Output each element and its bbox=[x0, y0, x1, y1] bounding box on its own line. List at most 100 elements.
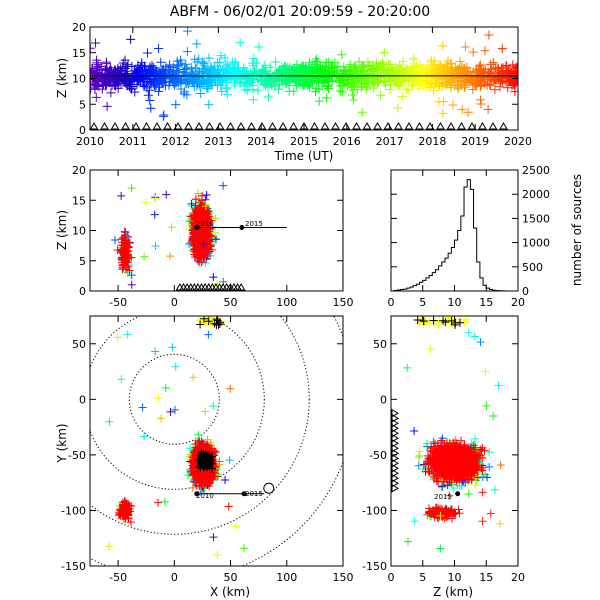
time-height-source bbox=[230, 58, 240, 68]
ground-station-triangle bbox=[236, 283, 246, 291]
time-height-source bbox=[439, 79, 449, 89]
ground-station-triangle bbox=[331, 122, 340, 130]
time-height-source bbox=[508, 60, 518, 70]
time-height-axes: 2010 2011 2012 2013 2014 2015 2016 2017 2018 2019… bbox=[72, 21, 532, 148]
plan-source bbox=[199, 455, 208, 464]
ground-station-triangle bbox=[425, 122, 435, 130]
time-height-ylabel: Z (km) bbox=[55, 58, 69, 98]
range-ring bbox=[128, 353, 220, 445]
time-height-source bbox=[91, 58, 101, 68]
time-height-source bbox=[222, 89, 232, 99]
time-height-source bbox=[179, 89, 189, 99]
x-tick-label: 2010 bbox=[76, 135, 104, 148]
time-height-source bbox=[426, 62, 436, 72]
time-height-source bbox=[157, 65, 167, 75]
xz-marker-dot bbox=[194, 224, 200, 230]
time-height-source bbox=[117, 66, 127, 76]
time-height-source bbox=[246, 75, 256, 85]
histogram-bar bbox=[445, 258, 448, 291]
time-height-source bbox=[154, 43, 164, 53]
xz-source bbox=[122, 254, 131, 263]
time-height-source bbox=[220, 66, 230, 76]
xz-source bbox=[211, 228, 220, 237]
plan-source bbox=[201, 478, 210, 487]
y-tick-label: 2000 bbox=[522, 188, 550, 201]
time-height-source bbox=[181, 59, 191, 69]
ground-station-triangle bbox=[215, 122, 225, 130]
time-height-source bbox=[449, 69, 459, 79]
xz-source bbox=[127, 280, 136, 289]
time-height-source bbox=[398, 66, 408, 76]
y-tick-label: 1000 bbox=[522, 237, 550, 250]
time-height-source bbox=[368, 83, 378, 93]
time-height-source bbox=[91, 92, 101, 102]
time-height-source bbox=[211, 67, 221, 77]
time-height-source bbox=[488, 75, 498, 85]
time-height-source bbox=[460, 42, 470, 52]
time-height-source bbox=[389, 67, 399, 77]
plan-source bbox=[197, 459, 206, 468]
y-tick-label: 0 bbox=[79, 285, 86, 298]
ground-station-triangle bbox=[289, 122, 298, 130]
time-height-source bbox=[467, 75, 477, 85]
time-height-source bbox=[339, 69, 349, 79]
y-tick-label: 500 bbox=[522, 261, 543, 274]
time-height-source bbox=[217, 86, 227, 96]
time-height-source bbox=[476, 95, 486, 105]
xz-sources bbox=[111, 181, 287, 291]
time-height-source bbox=[269, 72, 279, 82]
y-tick-label: 15 bbox=[72, 47, 86, 60]
time-height-source bbox=[347, 90, 357, 100]
time-height-source bbox=[485, 79, 495, 89]
ground-station-triangle bbox=[142, 122, 151, 130]
plan-source bbox=[197, 482, 206, 491]
xz-source bbox=[124, 238, 133, 247]
time-height-source bbox=[110, 72, 120, 82]
xz-source bbox=[195, 203, 204, 212]
xz-marker-dot bbox=[239, 224, 245, 230]
time-height-source bbox=[109, 67, 119, 77]
time-height-source bbox=[336, 81, 346, 91]
histogram-bar bbox=[448, 253, 451, 291]
time-height-source bbox=[253, 85, 263, 95]
time-height-source bbox=[180, 87, 190, 97]
time-height-source bbox=[255, 70, 265, 80]
plan-source bbox=[204, 472, 213, 481]
time-height-source bbox=[91, 80, 101, 90]
time-height-source bbox=[392, 66, 402, 76]
time-height-source bbox=[442, 62, 452, 72]
xz-source bbox=[197, 196, 206, 205]
time-height-source bbox=[348, 72, 358, 82]
time-height-source bbox=[182, 47, 192, 57]
xz-source bbox=[190, 253, 199, 262]
ground-station-triangle bbox=[189, 283, 199, 291]
plan-source bbox=[210, 447, 219, 456]
ground-station-triangle bbox=[341, 122, 351, 130]
xz-source bbox=[151, 241, 160, 250]
time-height-source bbox=[416, 79, 426, 89]
ground-station-triangle bbox=[152, 122, 162, 130]
time-height-source bbox=[378, 59, 388, 69]
time-height-source bbox=[289, 86, 299, 96]
xz-source bbox=[196, 234, 205, 243]
time-height-source bbox=[357, 107, 367, 117]
time-height-source bbox=[324, 57, 334, 67]
time-height-panel: 2010 2011 2012 2013 2014 2015 2016 2017 2018 2019… bbox=[55, 21, 532, 163]
xz-source bbox=[189, 246, 198, 255]
ground-station-triangle bbox=[488, 122, 498, 130]
time-height-source bbox=[472, 79, 482, 89]
time-height-source bbox=[206, 62, 216, 72]
time-height-source bbox=[289, 73, 299, 83]
ground-station-triangle bbox=[415, 122, 424, 130]
x-tick-label: 2019 bbox=[461, 135, 489, 148]
time-height-source bbox=[483, 104, 493, 114]
y-tick-label: 2500 bbox=[522, 164, 550, 177]
ground-station-triangle bbox=[383, 122, 393, 130]
ground-station-triangle bbox=[268, 122, 277, 130]
time-height-source bbox=[146, 79, 156, 89]
xz-source bbox=[203, 218, 212, 227]
time-height-source bbox=[93, 61, 103, 71]
time-height-source bbox=[454, 82, 464, 92]
time-height-source bbox=[405, 72, 415, 82]
